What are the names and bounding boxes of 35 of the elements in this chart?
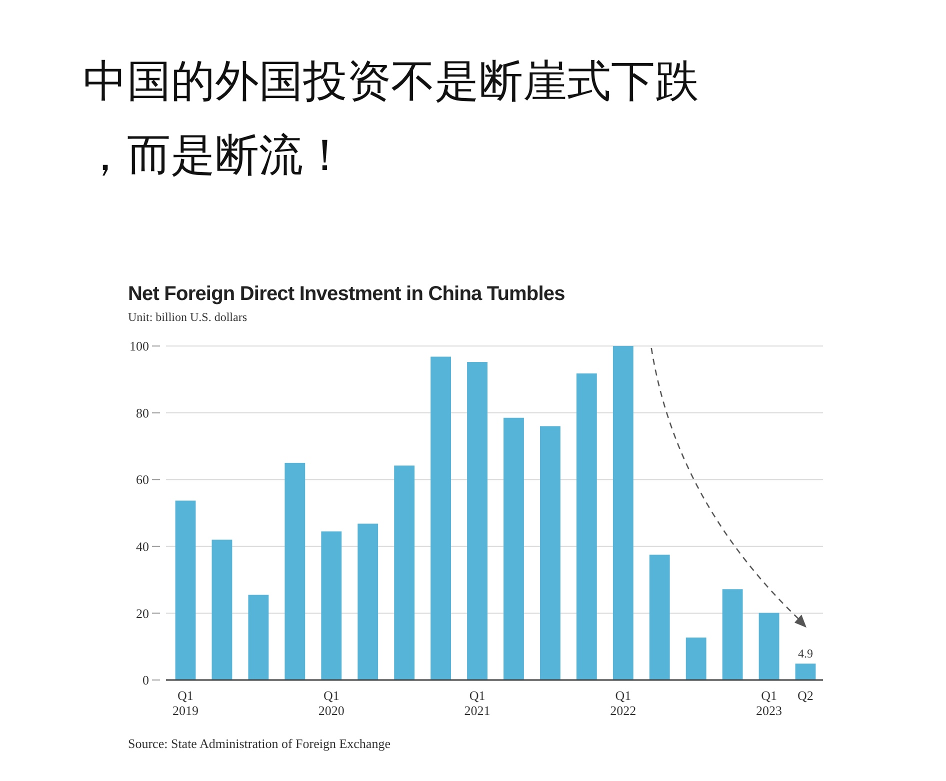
bar (248, 594, 269, 680)
bar (430, 356, 452, 680)
source-note: Source: State Administration of Foreign Exchange (128, 736, 391, 751)
x-tick-label: Q1 2019 (172, 688, 199, 718)
y-tick-label: 0 (142, 672, 149, 688)
x-tick-label: Q1 2023 (756, 688, 782, 718)
y-tick-label: 60 (136, 472, 149, 488)
y-tick-label: 40 (136, 538, 149, 554)
bar (175, 500, 196, 680)
bar (467, 362, 488, 680)
bar (795, 664, 816, 680)
x-tick-label: Q2 (798, 688, 814, 703)
bar (358, 524, 378, 680)
x-tick-label: Q1 2020 (318, 688, 344, 718)
y-axis-title: Unit: billion U.S. dollars (128, 310, 248, 324)
bar (686, 638, 706, 680)
bar (540, 426, 560, 680)
bar (649, 554, 670, 680)
bar (612, 346, 634, 680)
x-tick-label: Q1 2022 (610, 688, 636, 718)
x-tick-label: Q1 2021 (464, 688, 490, 718)
bar (576, 373, 597, 680)
bar (394, 466, 415, 680)
bar (321, 531, 342, 680)
data-label: 4.9 (798, 646, 813, 661)
chart-subtitle: Net Foreign Direct Investment in China Tumbles (128, 283, 566, 305)
chart-title: 中国的外国投资不是断崖式下跌，而是断流！ (83, 57, 699, 180)
bar (722, 589, 743, 680)
y-tick-label: 100 (130, 338, 149, 354)
bar (212, 540, 232, 680)
bar (758, 612, 780, 680)
bar (284, 462, 306, 680)
y-tick-label: 80 (136, 405, 149, 420)
y-tick-label: 20 (136, 606, 149, 621)
bar (504, 418, 524, 680)
